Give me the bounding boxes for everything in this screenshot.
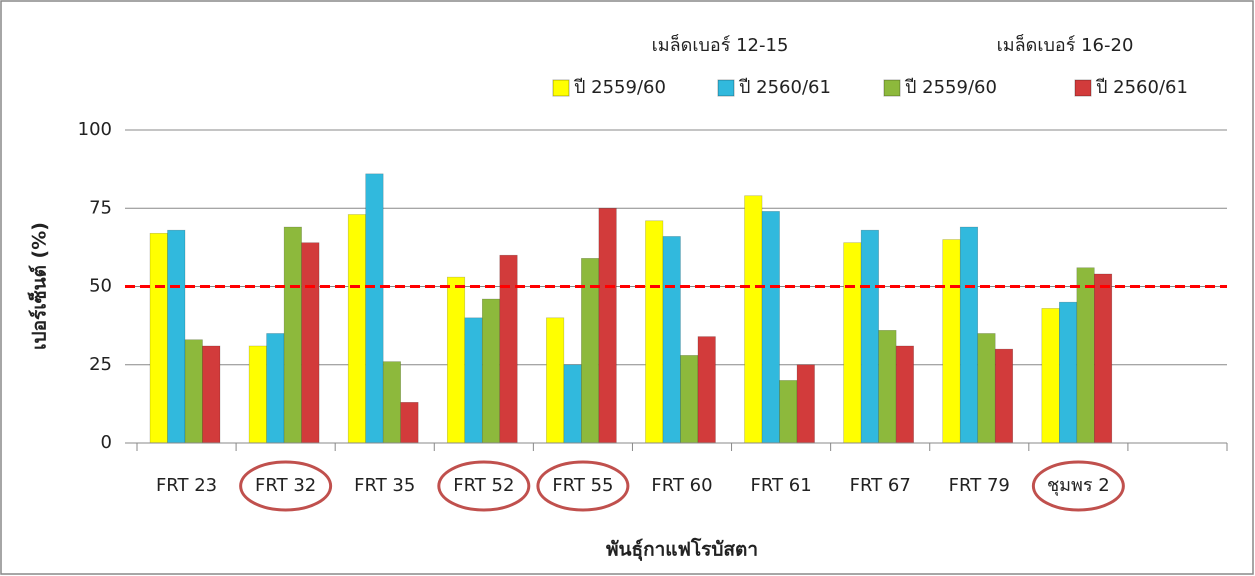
y-tick-label: 25 xyxy=(89,354,112,375)
bar xyxy=(1076,267,1095,444)
bar xyxy=(382,361,401,444)
bar xyxy=(895,345,914,444)
bar xyxy=(697,336,716,444)
bar xyxy=(1041,308,1060,444)
y-tick-label: 100 xyxy=(78,119,112,140)
bar xyxy=(283,226,302,444)
legend-label: ปี 2559/60 xyxy=(905,77,997,98)
bar xyxy=(860,229,879,444)
bar xyxy=(779,380,798,444)
x-tick-label: FRT 67 xyxy=(850,475,911,496)
bar xyxy=(248,345,267,444)
bar xyxy=(796,364,815,444)
x-tick-label: FRT 23 xyxy=(156,475,217,496)
bar xyxy=(645,220,664,444)
bar xyxy=(959,226,979,444)
y-tick-label: 0 xyxy=(101,432,112,453)
bar xyxy=(843,242,862,444)
x-tick-label: FRT 61 xyxy=(751,475,812,496)
x-axis-label: พันธุ์กาแฟโรบัสตา xyxy=(606,538,758,562)
legend-swatch xyxy=(883,79,901,97)
bar xyxy=(149,232,168,444)
highlight-ellipse xyxy=(239,460,333,512)
bar xyxy=(680,355,699,444)
bar xyxy=(301,242,320,444)
legend-label: ปี 2559/60 xyxy=(574,77,666,98)
x-tick-label: FRT 32 xyxy=(255,475,316,496)
highlight-ellipse xyxy=(437,460,531,512)
bar xyxy=(878,330,897,444)
highlight-ellipse xyxy=(536,460,630,512)
y-tick-label: 75 xyxy=(89,197,112,218)
bar xyxy=(365,173,384,444)
bar xyxy=(761,211,780,444)
highlight-ellipse xyxy=(1031,460,1125,512)
bar xyxy=(266,333,285,444)
bar xyxy=(347,214,366,444)
x-tick-label: FRT 52 xyxy=(453,475,514,496)
legend-group-title: เมล็ดเบอร์ 12-15 xyxy=(652,33,789,56)
x-tick-label: FRT 60 xyxy=(651,475,712,496)
y-tick-label: 50 xyxy=(89,276,112,297)
bar xyxy=(400,402,419,444)
bar xyxy=(1059,301,1078,444)
x-tick-label: FRT 55 xyxy=(552,475,613,496)
bar xyxy=(942,239,961,444)
legend-label: ปี 2560/61 xyxy=(739,77,831,98)
bar xyxy=(662,236,681,444)
legend-swatch xyxy=(717,79,735,97)
bar xyxy=(446,276,466,444)
bar xyxy=(546,317,565,444)
bar xyxy=(167,229,186,444)
bar xyxy=(563,364,582,444)
legend-group-title: เมล็ดเบอร์ 16-20 xyxy=(997,33,1134,56)
x-tick-label: FRT 79 xyxy=(949,475,1010,496)
bar xyxy=(977,333,996,444)
legend-swatch xyxy=(552,79,570,97)
bar xyxy=(464,317,483,444)
x-tick-label: FRT 35 xyxy=(354,475,415,496)
y-axis-label: เปอร์เซ็นต์ (%) xyxy=(27,222,51,350)
x-tick-label: ชุมพร 2 xyxy=(1047,475,1110,496)
bar xyxy=(481,298,501,444)
bar xyxy=(499,254,518,444)
bar xyxy=(994,348,1014,444)
legend-label: ปี 2560/61 xyxy=(1096,77,1188,98)
bar xyxy=(184,339,203,444)
bar xyxy=(1094,273,1113,444)
bar xyxy=(202,345,221,444)
bar xyxy=(744,195,763,444)
legend-swatch xyxy=(1074,79,1092,97)
bar xyxy=(598,207,617,444)
